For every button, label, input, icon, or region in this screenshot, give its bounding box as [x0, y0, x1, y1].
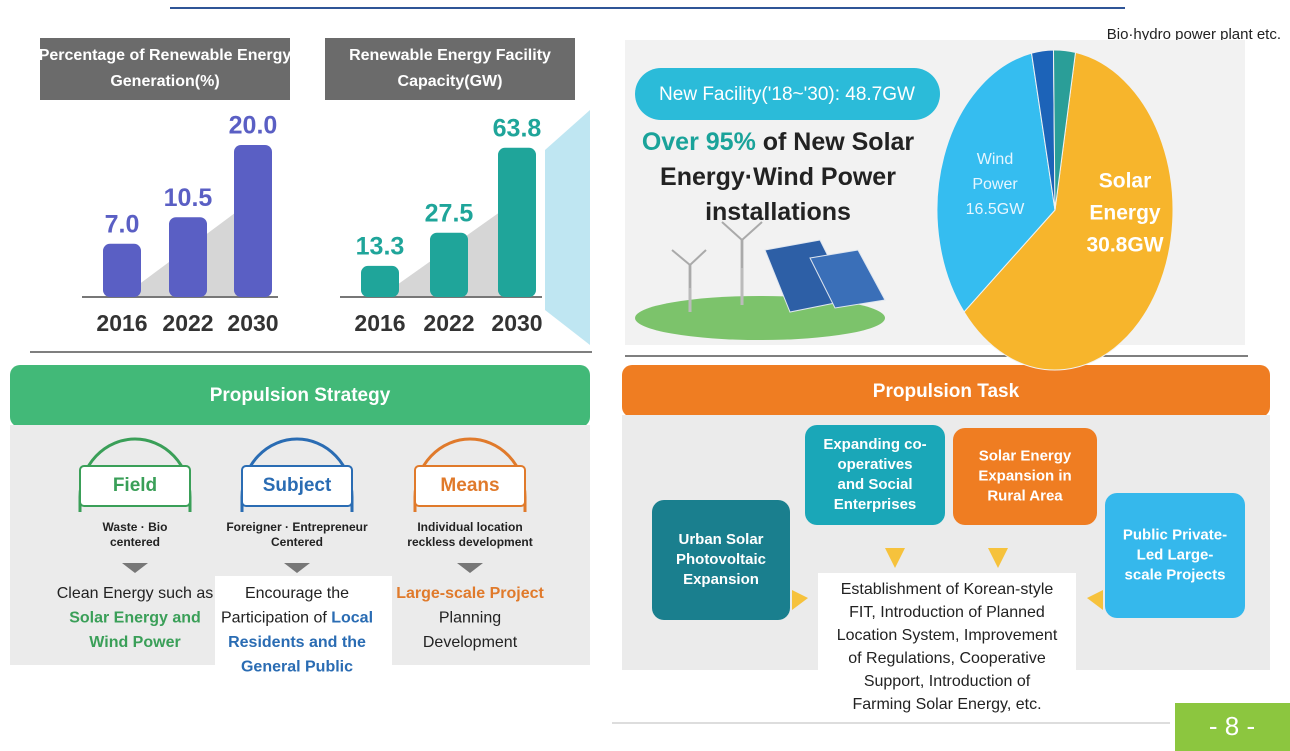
pie-label: 16.5GW	[966, 201, 1026, 218]
chart-title: Renewable Energy Facility	[349, 47, 551, 64]
value-label: 20.0	[229, 112, 278, 140]
column-description: Large-scale Project	[396, 585, 544, 602]
column-label: Field	[113, 475, 157, 496]
value-label: 63.8	[493, 114, 542, 142]
headline: installations	[705, 198, 851, 226]
task-title: Propulsion Task	[873, 381, 1020, 402]
column-label: Means	[440, 475, 499, 496]
text-segment: Over 95%	[642, 128, 756, 156]
column-description: Solar Energy and	[69, 610, 201, 627]
value-label: 7.0	[105, 210, 140, 238]
task-center-text: Establishment of Korean-style	[841, 581, 1054, 598]
chart-title: Percentage of Renewable Energy	[39, 47, 292, 64]
column-subtitle: Waste · Bio	[103, 520, 168, 534]
task-box-text: Expanding co-	[823, 436, 926, 453]
column-description: General Public	[241, 659, 353, 676]
pie-label: Power	[972, 176, 1018, 193]
bar	[234, 145, 272, 297]
value-label: 27.5	[425, 199, 474, 227]
column-description: Encourage the	[245, 585, 349, 602]
text-segment: Participation of	[221, 610, 331, 627]
task-box-text: and Social	[837, 476, 912, 493]
x-tick-label: 2016	[96, 310, 147, 336]
text-segment: Residents and the	[228, 634, 366, 651]
column-description: Planning	[439, 610, 501, 627]
task-box-text: Rural Area	[987, 487, 1063, 504]
x-tick-label: 2030	[227, 310, 278, 336]
task-box-text: Public Private-	[1123, 526, 1227, 543]
task-center-text: Location System, Improvement	[837, 627, 1058, 644]
text-segment: installations	[705, 198, 851, 226]
facility-pill-text: New Facility('18~'30): 48.7GW	[659, 84, 915, 105]
column-subtitle: Foreigner · Entrepreneur	[226, 520, 368, 534]
pie-label: 30.8GW	[1086, 234, 1163, 257]
task-box-text: Photovoltaic	[676, 551, 766, 568]
chart-title: Capacity(GW)	[398, 73, 503, 90]
text-segment: Development	[423, 634, 518, 651]
chart-title: Generation(%)	[110, 73, 219, 90]
column-subtitle: centered	[110, 535, 160, 549]
column-subtitle: Centered	[271, 535, 323, 549]
task-center-text: Support, Introduction of	[864, 673, 1031, 690]
text-segment: of New Solar	[756, 128, 915, 156]
bar	[169, 217, 207, 297]
headline: Over 95% of New Solar	[642, 128, 915, 156]
task-center-text: of Regulations, Cooperative	[848, 650, 1046, 667]
text-segment: Solar Energy and	[69, 610, 201, 627]
column-description: Development	[423, 634, 518, 651]
value-label: 10.5	[164, 184, 213, 212]
task-box-text: Led Large-	[1137, 546, 1214, 563]
value-label: 13.3	[356, 233, 405, 261]
task-box-text: operatives	[837, 456, 912, 473]
x-tick-label: 2022	[162, 310, 213, 336]
text-segment: Planning	[439, 610, 501, 627]
x-tick-label: 2016	[354, 310, 405, 336]
text-segment: Clean Energy such as	[57, 585, 214, 602]
bar	[430, 233, 468, 297]
text-segment: Encourage the	[245, 585, 349, 602]
text-segment: Energy·Wind Power	[660, 163, 896, 191]
x-tick-label: 2022	[423, 310, 474, 336]
slide: Bio·hydro power plant etc. - 8 - Percent…	[0, 0, 1290, 751]
text-segment: Wind Power	[89, 634, 180, 651]
text-segment: Large-scale Project	[396, 585, 544, 602]
strategy-title: Propulsion Strategy	[210, 385, 391, 406]
bar	[498, 148, 536, 297]
task-box-text: Expansion in	[978, 467, 1071, 484]
text-segment: General Public	[241, 659, 353, 676]
x-tick-label: 2030	[491, 310, 542, 336]
headline: Energy·Wind Power	[660, 163, 896, 191]
bar	[103, 244, 141, 297]
column-description: Residents and the	[228, 634, 366, 651]
task-box-text: scale Projects	[1125, 566, 1226, 583]
arrow-deco	[545, 110, 590, 345]
task-box-text: Expansion	[683, 571, 759, 588]
page: { "header_note": "Bio·hydro power plant …	[0, 0, 1290, 751]
task-box-text: Enterprises	[834, 496, 917, 513]
pie-label: Solar	[1099, 170, 1152, 193]
column-description: Wind Power	[89, 634, 180, 651]
task-box-text: Urban Solar	[678, 531, 763, 548]
column-subtitle: reckless development	[407, 535, 532, 549]
task-box-text: Solar Energy	[979, 447, 1072, 464]
task-center-text: FIT, Introduction of Planned	[849, 604, 1045, 621]
task-center-text: Farming Solar Energy, etc.	[852, 696, 1041, 713]
column-subtitle: Individual location	[417, 520, 522, 534]
page-number: - 8 -	[1209, 711, 1255, 741]
bar	[361, 266, 399, 297]
text-segment: Local	[331, 610, 373, 627]
column-description: Participation of Local	[221, 610, 373, 627]
pie-label: Energy	[1089, 202, 1161, 225]
pie-label: Wind	[977, 151, 1013, 168]
column-description: Clean Energy such as	[57, 585, 214, 602]
column-label: Subject	[263, 475, 332, 496]
